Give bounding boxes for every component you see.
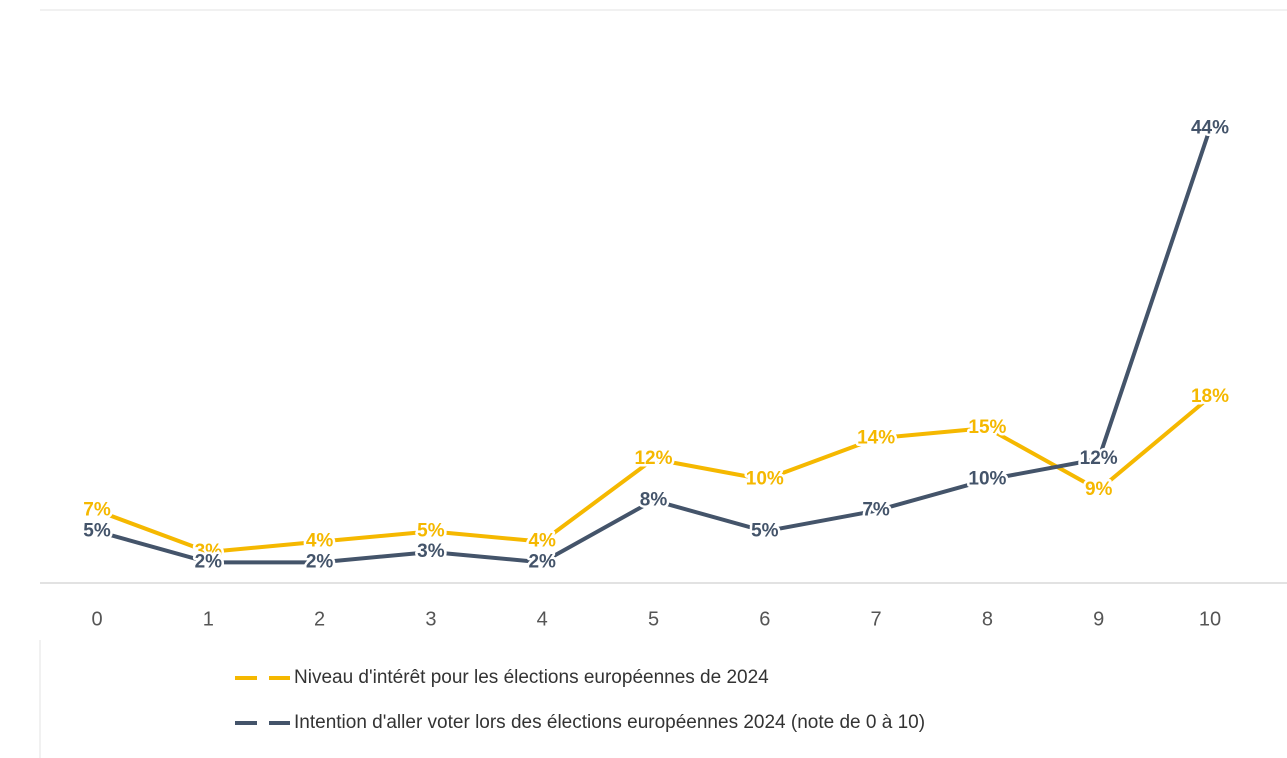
data-label: 5% — [83, 520, 111, 541]
data-label: 8% — [640, 489, 668, 510]
data-label: 2% — [195, 551, 223, 572]
data-label: 5% — [417, 520, 445, 541]
data-label: 44% — [1191, 117, 1229, 138]
data-label: 15% — [968, 417, 1006, 438]
data-label: 2% — [306, 551, 334, 572]
series-line — [96, 395, 1212, 554]
series-line — [96, 127, 1212, 565]
data-label: 12% — [634, 448, 672, 469]
data-label: 4% — [528, 531, 556, 552]
data-label: 14% — [857, 427, 895, 448]
data-label: 5% — [751, 520, 779, 541]
x-tick-label: 0 — [91, 608, 102, 630]
data-label: 3% — [195, 541, 223, 562]
data-label: 18% — [1191, 386, 1229, 407]
legend-label: Niveau d'intérêt pour les élections euro… — [294, 667, 769, 688]
x-tick-label: 2 — [314, 608, 325, 630]
data-label: 10% — [968, 469, 1006, 490]
x-tick-label: 1 — [203, 608, 214, 630]
data-label: 2% — [528, 551, 556, 572]
x-tick-label: 8 — [982, 608, 993, 630]
data-label: 3% — [417, 541, 445, 562]
x-tick-label: 5 — [648, 608, 659, 630]
x-tick-label: 7 — [871, 608, 882, 630]
data-label: 10% — [746, 469, 784, 490]
x-tick-label: 4 — [537, 608, 548, 630]
data-label: 7% — [862, 500, 890, 521]
data-label: 4% — [306, 531, 334, 552]
data-label: 12% — [1080, 448, 1118, 469]
x-tick-label: 6 — [759, 608, 770, 630]
data-label: 9% — [1085, 479, 1113, 500]
data-label: 7% — [83, 500, 111, 521]
x-tick-label: 9 — [1093, 608, 1104, 630]
legend-label: Intention d'aller voter lors des électio… — [294, 712, 925, 733]
x-tick-label: 10 — [1199, 608, 1221, 630]
x-tick-label: 3 — [425, 608, 436, 630]
